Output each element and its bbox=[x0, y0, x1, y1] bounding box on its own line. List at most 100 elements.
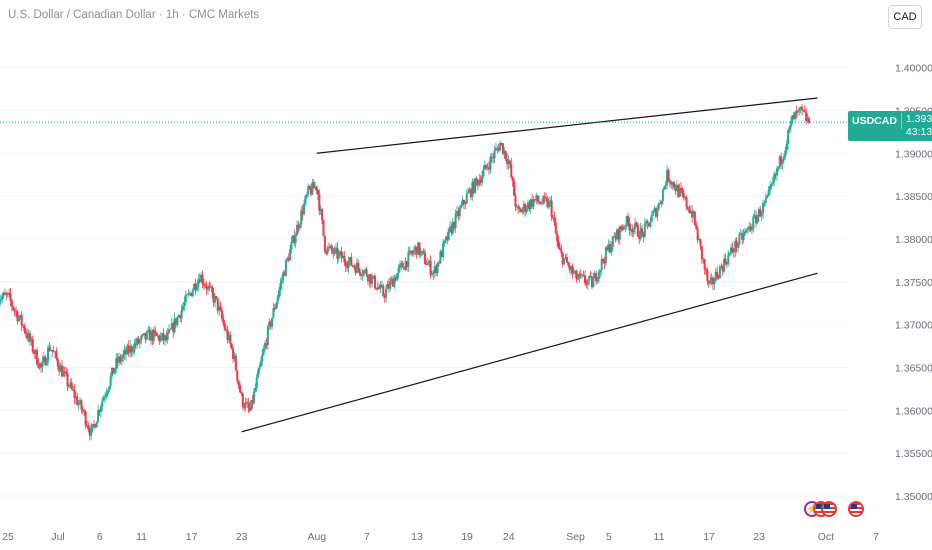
candle bbox=[750, 223, 753, 235]
candle bbox=[468, 186, 471, 194]
candle-body bbox=[624, 226, 627, 228]
candle bbox=[247, 398, 250, 414]
candle-body bbox=[807, 118, 810, 124]
candle bbox=[118, 352, 121, 367]
candle-body bbox=[325, 251, 328, 254]
candle-body bbox=[330, 245, 333, 251]
currency-button[interactable]: CAD bbox=[888, 5, 922, 29]
candle bbox=[305, 191, 308, 199]
candle bbox=[685, 195, 688, 211]
candle bbox=[172, 321, 175, 338]
candle-body bbox=[723, 258, 726, 272]
candle bbox=[161, 332, 164, 341]
candle-body bbox=[16, 311, 19, 322]
candle-body bbox=[520, 209, 523, 213]
candle-body bbox=[283, 272, 286, 276]
candle bbox=[162, 328, 165, 345]
candle bbox=[54, 350, 57, 358]
candle-body bbox=[720, 266, 723, 268]
candle-body bbox=[552, 216, 555, 218]
trend-line[interactable] bbox=[241, 272, 818, 433]
candle-body bbox=[72, 388, 75, 390]
candle-body bbox=[151, 330, 154, 341]
trend-line[interactable] bbox=[316, 97, 818, 154]
candle bbox=[236, 370, 239, 384]
candle-body bbox=[219, 306, 222, 311]
candle bbox=[572, 267, 575, 275]
candle-body bbox=[681, 190, 684, 194]
time-axis[interactable]: 25 Jul 6 11 17 23 Aug 7 13 19 24 Sep 5 11 17 23 Oct 7 bbox=[2, 531, 879, 543]
candle bbox=[739, 228, 742, 236]
candle bbox=[666, 165, 669, 190]
candle-body bbox=[190, 292, 193, 297]
candle bbox=[325, 249, 328, 256]
candle-body bbox=[611, 236, 614, 247]
candle bbox=[119, 354, 122, 365]
candle-body bbox=[501, 143, 504, 155]
candle bbox=[375, 287, 378, 291]
candle bbox=[386, 280, 389, 289]
trend-lines[interactable] bbox=[241, 97, 818, 433]
candle bbox=[795, 105, 798, 119]
candle bbox=[123, 344, 126, 360]
candle-body bbox=[709, 280, 712, 284]
candle-body bbox=[183, 302, 186, 307]
candle-body bbox=[789, 121, 792, 127]
symbol-label: USDCAD bbox=[848, 113, 902, 129]
candle-body bbox=[106, 390, 109, 394]
candle-body bbox=[693, 211, 696, 225]
candle-body bbox=[6, 292, 9, 295]
candle-body bbox=[673, 182, 676, 188]
candle bbox=[69, 379, 72, 389]
candle-body bbox=[212, 292, 215, 303]
candle bbox=[34, 349, 37, 359]
candle bbox=[465, 189, 468, 204]
candle-body bbox=[143, 333, 146, 335]
candle bbox=[309, 183, 312, 197]
candle bbox=[741, 230, 744, 245]
candle-body bbox=[0, 299, 2, 302]
candle-body bbox=[262, 348, 265, 355]
candle-body bbox=[461, 199, 464, 206]
candle-body bbox=[186, 294, 189, 296]
candle bbox=[389, 276, 392, 292]
candle-body bbox=[362, 270, 365, 275]
candle bbox=[713, 277, 716, 291]
candle bbox=[614, 232, 617, 243]
candle bbox=[282, 269, 285, 284]
candle bbox=[148, 326, 151, 341]
candle-body bbox=[732, 251, 735, 253]
us-flag-icon[interactable] bbox=[848, 501, 864, 517]
candle-body bbox=[642, 232, 645, 237]
candle bbox=[3, 288, 6, 295]
candle-body bbox=[674, 187, 677, 192]
candle bbox=[318, 189, 321, 216]
candle-body bbox=[533, 199, 536, 201]
candle bbox=[49, 344, 52, 352]
candle-body bbox=[66, 373, 69, 386]
candle-body bbox=[197, 279, 200, 287]
candle bbox=[479, 174, 482, 186]
candle-body bbox=[556, 233, 559, 242]
candle-body bbox=[803, 110, 806, 113]
candle bbox=[437, 260, 440, 267]
candle bbox=[276, 294, 279, 308]
candle bbox=[269, 320, 272, 330]
candle-body bbox=[332, 250, 335, 254]
candle bbox=[104, 391, 107, 404]
candle bbox=[80, 399, 83, 414]
candle-body bbox=[508, 160, 511, 164]
us-flag-icon[interactable] bbox=[821, 501, 837, 517]
price-tick-label: 1.40000 bbox=[895, 63, 932, 75]
price-tick-label: 1.38000 bbox=[895, 234, 932, 246]
candle-body bbox=[433, 265, 436, 273]
candle bbox=[506, 153, 509, 170]
candle bbox=[670, 180, 673, 189]
candle-body bbox=[386, 283, 389, 289]
candle-body bbox=[659, 203, 662, 205]
candle-body bbox=[507, 160, 510, 165]
candle bbox=[631, 224, 634, 238]
candle bbox=[728, 251, 731, 257]
candle bbox=[590, 275, 593, 290]
